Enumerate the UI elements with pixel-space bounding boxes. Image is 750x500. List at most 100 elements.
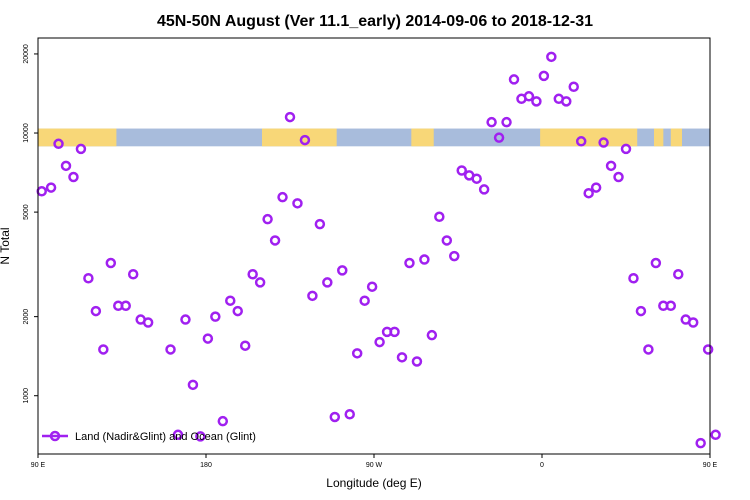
data-point	[695, 437, 706, 449]
data-point	[702, 344, 714, 355]
data-point	[232, 305, 243, 317]
data-point	[307, 290, 318, 302]
data-point	[605, 160, 617, 172]
data-point	[292, 198, 303, 209]
data-point	[590, 182, 602, 193]
data-point	[575, 136, 587, 147]
data-point	[620, 143, 632, 155]
data-point	[98, 344, 109, 355]
data-point	[142, 317, 154, 328]
data-point	[225, 295, 236, 306]
land-band-segment	[670, 128, 682, 147]
x-tick-label: 0	[540, 462, 544, 469]
data-point	[538, 70, 550, 82]
y-tick-label: 2000	[23, 309, 30, 325]
y-tick-label: 10000	[23, 123, 30, 143]
data-point	[396, 352, 408, 363]
y-axis-label: N Total	[0, 227, 12, 264]
data-point	[284, 111, 296, 123]
chart-title: 45N-50N August (Ver 11.1_early) 2014-09-…	[157, 13, 593, 30]
data-point	[456, 165, 467, 176]
data-point	[471, 173, 482, 184]
x-tick-label: 90 W	[366, 462, 383, 469]
x-axis-label: Longitude (deg E)	[326, 476, 421, 490]
data-point	[60, 160, 72, 172]
data-point	[501, 116, 512, 128]
data-point	[449, 250, 460, 262]
data-point	[322, 277, 333, 288]
data-point	[254, 277, 266, 288]
data-point	[478, 184, 490, 195]
x-tick-label: 90 E	[703, 462, 718, 469]
data-point	[665, 300, 677, 312]
data-point	[247, 269, 258, 280]
data-point	[120, 300, 131, 312]
data-point	[359, 295, 370, 306]
data-point	[180, 314, 191, 325]
data-point	[53, 138, 64, 150]
data-point	[389, 326, 400, 338]
data-point	[650, 257, 662, 269]
x-tick-label: 90 E	[31, 462, 46, 469]
data-point	[83, 273, 94, 284]
data-point	[419, 254, 430, 265]
data-point	[68, 171, 79, 183]
data-point	[269, 235, 281, 246]
data-point	[613, 171, 624, 183]
data-point	[404, 257, 415, 269]
land-band-segment	[38, 128, 117, 147]
data-point	[598, 137, 609, 148]
data-point	[36, 186, 47, 197]
data-point	[127, 269, 139, 280]
data-point	[239, 340, 251, 351]
data-point	[366, 281, 378, 292]
data-point	[210, 311, 221, 322]
data-point	[486, 116, 497, 128]
data-point	[643, 344, 654, 355]
plot-frame	[37, 37, 711, 455]
y-tick-label: 5000	[23, 204, 30, 220]
data-point	[434, 211, 445, 223]
data-point	[314, 218, 326, 230]
data-point	[337, 265, 348, 276]
data-point	[75, 143, 87, 155]
data-point	[583, 187, 594, 199]
data-point	[508, 74, 520, 85]
data-point	[187, 379, 199, 391]
data-point	[172, 429, 184, 441]
data-point	[262, 213, 273, 225]
legend-marker-swatch	[49, 430, 61, 442]
data-point	[673, 269, 684, 280]
x-axis: 90 E 180 90 W 0 90 E	[31, 454, 718, 469]
data-point	[426, 329, 438, 341]
data-point	[90, 305, 102, 317]
data-point	[105, 257, 117, 269]
data-point	[546, 51, 557, 63]
data-point	[523, 91, 535, 102]
data-point	[411, 356, 423, 367]
data-point	[329, 411, 341, 423]
data-point	[710, 429, 721, 441]
data-point	[165, 344, 176, 355]
data-point	[195, 431, 206, 442]
data-point	[687, 317, 699, 328]
legend: Land (Nadir&Glint) and Ocean (Glint)	[42, 430, 256, 443]
data-point	[531, 96, 542, 107]
data-point	[351, 348, 363, 359]
land-band-segment	[654, 128, 664, 147]
data-points	[36, 51, 721, 449]
y-tick-label: 1000	[23, 388, 30, 404]
data-point	[45, 182, 57, 193]
data-point	[374, 336, 385, 348]
data-point	[561, 96, 572, 107]
land-band-segment	[262, 128, 337, 147]
land-ocean-band	[38, 128, 710, 147]
data-point	[441, 235, 453, 246]
y-axis: 1000 2000 5000 10000 20000	[23, 44, 38, 404]
data-point	[217, 415, 229, 427]
legend-label: Land (Nadir&Glint) and Ocean (Glint)	[75, 431, 256, 443]
data-point	[568, 81, 579, 93]
data-point	[202, 333, 214, 344]
land-band-segment	[540, 128, 638, 147]
